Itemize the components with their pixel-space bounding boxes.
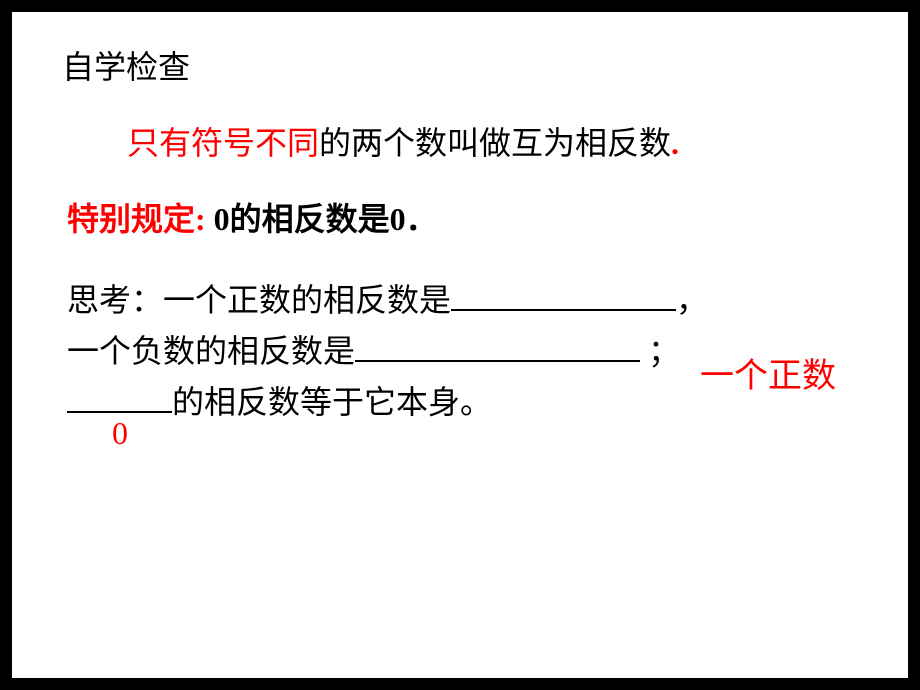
- question-line-2: 一个负数的相反数是一个正数 ；: [67, 326, 858, 377]
- blank-3: 0: [67, 411, 172, 413]
- answer-3: 0: [112, 408, 128, 459]
- slide-content: 自学检查 只有符号不同的两个数叫做互为相反数. 特别规定: 0的相反数是0． 思…: [12, 12, 908, 678]
- q2-before: 一个负数的相反数是: [67, 333, 355, 369]
- q3-after: 的相反数等于它本身。: [172, 384, 492, 420]
- q1-after: ，: [676, 282, 708, 318]
- definition-period: .: [671, 125, 679, 161]
- blank-1: 一个负数: [451, 309, 676, 311]
- blank-2: 一个正数: [355, 360, 640, 362]
- think-prefix: 思考：: [67, 282, 163, 318]
- definition-emphasis: 只有符号不同: [127, 125, 319, 161]
- think-block: 思考：一个正数的相反数是一个负数， 一个负数的相反数是一个正数 ； 0的相反数等…: [67, 275, 858, 429]
- special-rule-label: 特别规定:: [67, 201, 206, 237]
- section-title: 自学检查: [62, 42, 858, 88]
- q2-after: ；: [640, 333, 680, 369]
- special-rule-line: 特别规定: 0的相反数是0．: [67, 194, 858, 240]
- definition-text: 的两个数叫做互为相反数: [319, 125, 671, 161]
- special-rule-content: 0的相反数是0．: [206, 201, 438, 237]
- question-line-3: 0的相反数等于它本身。: [67, 377, 858, 428]
- definition-line: 只有符号不同的两个数叫做互为相反数.: [127, 118, 858, 164]
- q1-before: 一个正数的相反数是: [163, 282, 451, 318]
- question-line-1: 思考：一个正数的相反数是一个负数，: [67, 275, 858, 326]
